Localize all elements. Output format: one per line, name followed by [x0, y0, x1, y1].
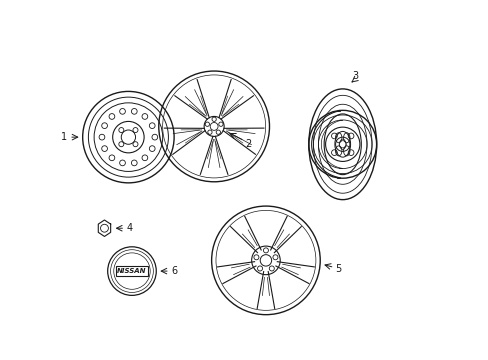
Text: 1: 1 — [61, 132, 67, 142]
Text: NISSAN: NISSAN — [117, 268, 146, 274]
Text: 4: 4 — [126, 223, 132, 233]
Text: 2: 2 — [244, 139, 251, 149]
Text: 5: 5 — [335, 264, 341, 274]
Bar — [116, 266, 148, 276]
Text: 6: 6 — [171, 266, 177, 276]
Text: 3: 3 — [351, 71, 358, 81]
